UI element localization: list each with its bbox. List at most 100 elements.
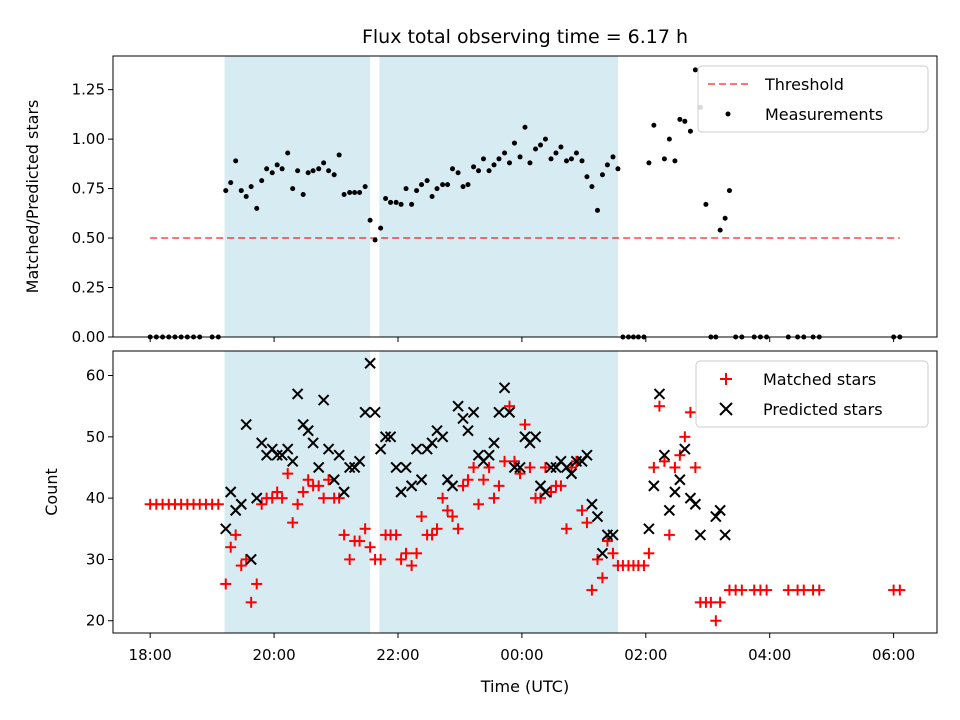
observing-window-1 <box>379 56 618 337</box>
measurement-point <box>223 188 229 194</box>
y-tick-label: 20 <box>86 612 105 630</box>
measurement-point <box>568 156 574 162</box>
measurement-point <box>717 227 723 233</box>
matched-star-point <box>416 511 428 523</box>
predicted-star-point <box>710 510 722 523</box>
predicted-star-point <box>364 357 376 369</box>
predicted-star-point <box>353 455 366 468</box>
predicted-star-point <box>581 449 593 461</box>
measurement-point <box>455 170 461 176</box>
matched-star-point <box>813 584 825 596</box>
measurement-point <box>672 158 678 164</box>
predicted-star-point <box>488 437 500 449</box>
predicted-star-point <box>400 461 412 474</box>
matched-star-point <box>276 492 288 504</box>
matched-star-point <box>390 529 402 541</box>
predicted-star-point <box>462 424 474 437</box>
measurement-point <box>336 152 342 158</box>
matched-star-point <box>658 455 670 467</box>
matched-star-point <box>462 474 474 486</box>
predicted-star-point <box>545 461 557 474</box>
predicted-star-point <box>240 418 252 431</box>
measurement-point <box>254 205 260 211</box>
matched-star-point <box>230 529 242 541</box>
measurement-point <box>594 207 600 213</box>
ratio-x-ticks <box>149 337 895 342</box>
measurement-point <box>507 160 513 166</box>
matched-star-point <box>499 455 511 467</box>
predicted-star-point <box>384 431 397 443</box>
y-tick-label: 40 <box>86 489 105 507</box>
matched-star-point <box>338 529 350 541</box>
measurement-point <box>419 182 425 188</box>
measurement-point <box>651 122 657 128</box>
measurement-point <box>238 188 244 194</box>
measurement-point <box>511 140 517 146</box>
count-legend-box <box>695 360 929 428</box>
predicted-star-point <box>719 529 731 541</box>
measurement-point <box>661 156 667 162</box>
matched-star-point <box>894 584 906 596</box>
x-tick-label: 22:00 <box>376 646 419 664</box>
matched-star-point <box>674 449 686 461</box>
measurement-legend-marker <box>725 111 731 117</box>
measurement-point <box>682 118 688 124</box>
predicted-star-point <box>436 431 449 443</box>
matched-star-point <box>539 461 551 473</box>
measurement-point <box>548 156 554 162</box>
predicted-star-point <box>271 449 283 461</box>
matched-star-point <box>468 461 480 473</box>
measurement-point <box>388 199 394 205</box>
observing-window-shading <box>224 351 618 633</box>
predicted-star-point <box>374 443 387 455</box>
predicted-star-point <box>596 547 609 560</box>
measurement-point <box>573 150 579 156</box>
ratio-panel-frame <box>112 55 938 338</box>
matched-star-point <box>653 400 665 412</box>
measurement-point <box>445 182 451 188</box>
measurement-point <box>290 186 296 192</box>
measurement-point <box>604 162 610 168</box>
predicted-star-point <box>235 498 247 510</box>
matched-star-point <box>266 492 278 504</box>
y-tick-label: 50 <box>86 428 105 446</box>
measurement-point <box>527 160 533 166</box>
ratio-legend: Threshold Measurements <box>697 65 929 133</box>
matched-star-point <box>782 584 794 596</box>
measurement-point <box>558 144 564 150</box>
predicted-star-point <box>653 388 666 400</box>
predicted-star-point <box>328 474 340 486</box>
predicted-star-point <box>307 437 319 449</box>
x-axis-label: Time (UTC) <box>480 677 569 696</box>
measurement-point <box>517 154 523 160</box>
matched-star-point <box>212 498 224 510</box>
matched-star-point <box>561 523 573 535</box>
measurement-point <box>341 192 347 198</box>
predicted-star-point <box>679 443 691 455</box>
y-tick-label: 0.75 <box>72 180 105 198</box>
matched-star-point <box>508 455 520 467</box>
measurement-point <box>502 150 508 156</box>
measurement-point <box>321 160 327 166</box>
measurement-point <box>584 174 590 180</box>
measurement-point <box>367 217 373 223</box>
ratio-y-axis: 0.00 0.25 0.50 0.75 1.00 1.25 <box>72 81 113 346</box>
observing-window-0 <box>224 351 371 633</box>
time-x-axis: 18:00 20:00 22:00 00:00 02:00 04:00 06:00 <box>129 633 915 664</box>
matched-star-point <box>798 584 810 596</box>
matched-star-point <box>292 498 304 510</box>
predicted-star-point <box>359 406 371 419</box>
measurement-point <box>434 186 440 192</box>
matched-star-point <box>400 547 412 559</box>
matched-star-point <box>287 517 299 529</box>
measurement-point <box>491 162 497 168</box>
matched-star-point <box>297 486 309 498</box>
matched-star-point <box>663 529 675 541</box>
predicted-star-point <box>694 529 707 541</box>
predicted-legend-label: Predicted stars <box>763 400 883 419</box>
matched-star-point <box>375 553 387 565</box>
measurement-point <box>383 195 389 201</box>
observing-window-0 <box>224 56 371 337</box>
measurement-point <box>414 188 420 194</box>
measurement-point <box>471 164 477 170</box>
